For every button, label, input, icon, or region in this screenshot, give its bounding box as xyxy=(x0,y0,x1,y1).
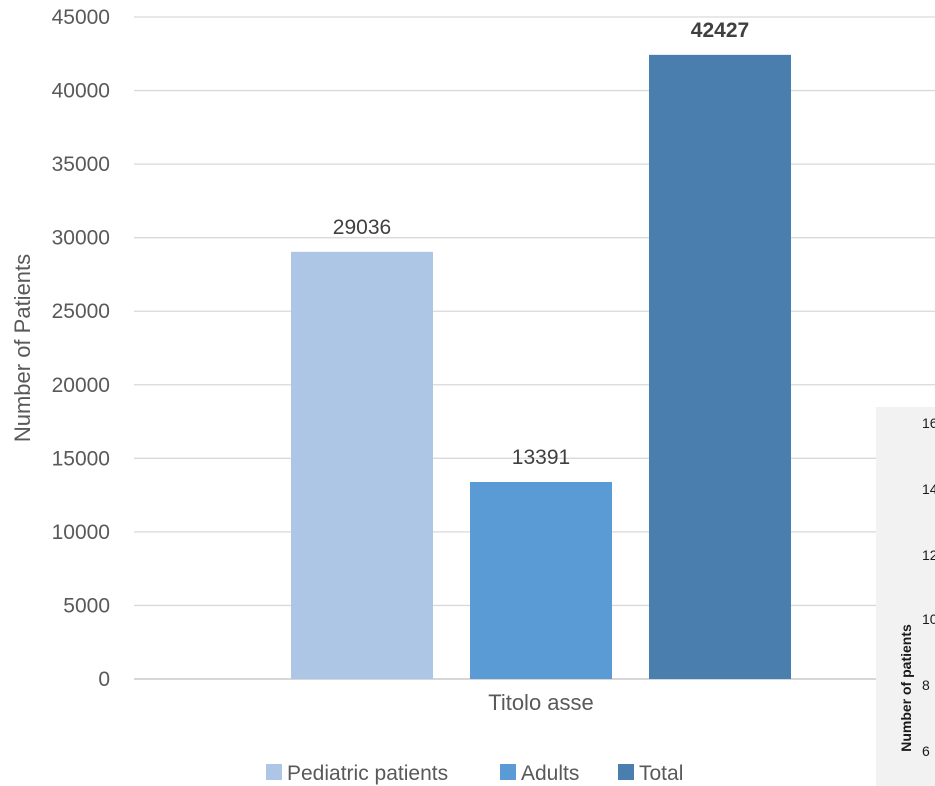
data-label: 42427 xyxy=(691,19,749,42)
gridlines xyxy=(134,16,935,680)
inset-y-axis-title: Number of patients xyxy=(898,624,914,752)
bar-total xyxy=(649,54,791,680)
y-tick-label: 45000 xyxy=(52,6,110,29)
inset-tick-label: 6 xyxy=(922,743,930,759)
data-labels: 29036 13391 42427 xyxy=(333,19,749,469)
y-tick-label: 25000 xyxy=(52,300,110,323)
y-axis-title: Number of Patients xyxy=(10,254,35,442)
inset-tick-label: 10 xyxy=(922,611,935,627)
y-tick-label: 0 xyxy=(98,668,110,691)
legend-swatch xyxy=(618,764,634,780)
bars xyxy=(291,54,791,680)
y-tick-label: 15000 xyxy=(52,447,110,470)
legend-label: Adults xyxy=(521,762,579,785)
data-label: 29036 xyxy=(333,216,391,239)
legend-swatch xyxy=(266,764,282,780)
y-tick-label: 30000 xyxy=(52,227,110,250)
inset-tick-labels: 16 14 12 10 8 6 xyxy=(922,415,935,759)
y-tick-label: 35000 xyxy=(52,153,110,176)
bar-adults xyxy=(470,482,612,679)
legend-swatch xyxy=(500,764,516,780)
data-label: 13391 xyxy=(512,446,570,469)
y-tick-label: 40000 xyxy=(52,80,110,103)
y-tick-label: 5000 xyxy=(63,594,110,617)
legend-label: Total xyxy=(639,762,683,785)
legend-label: Pediatric patients xyxy=(287,762,448,785)
inset-tick-label: 8 xyxy=(922,677,930,693)
y-axis-ticks: 0 5000 10000 15000 20000 25000 30000 35000 40000… xyxy=(52,6,110,691)
y-tick-label: 10000 xyxy=(52,521,110,544)
inset-tick-label: 12 xyxy=(922,547,935,563)
bar-pediatric-patients xyxy=(291,251,433,679)
inset-chart-fragment: Number of patients 16 14 12 10 8 6 xyxy=(876,407,935,786)
inset-tick-label: 14 xyxy=(922,481,935,497)
inset-tick-label: 16 xyxy=(922,415,935,431)
x-axis-title: Titolo asse xyxy=(488,690,594,715)
inset-background xyxy=(876,407,935,786)
y-tick-label: 20000 xyxy=(52,374,110,397)
legend: Pediatric patients Adults Total xyxy=(266,762,683,785)
